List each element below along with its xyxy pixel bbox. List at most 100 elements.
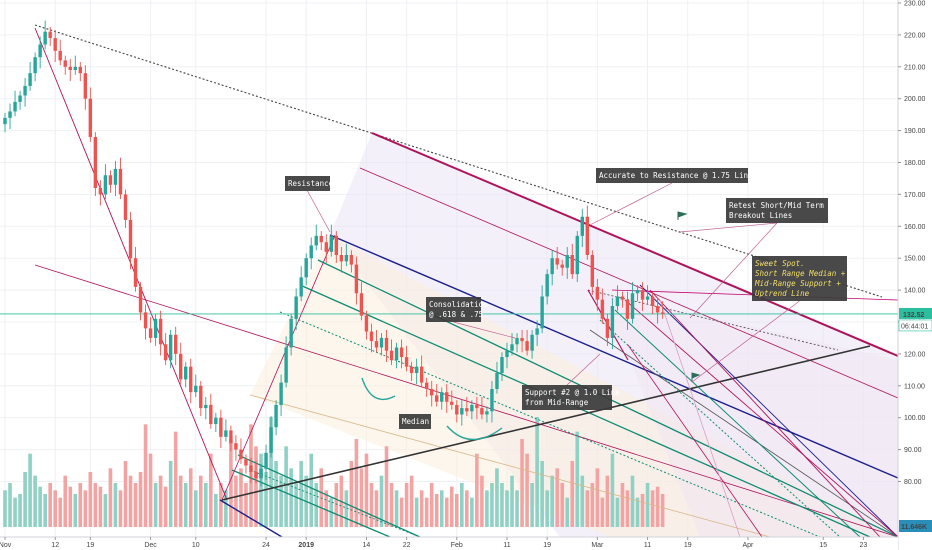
volume-bar [354, 439, 359, 527]
annotation-text: from Mid-Range [525, 398, 589, 407]
candle-body [645, 296, 650, 300]
volume-bar [53, 490, 57, 527]
candle-body [314, 235, 318, 246]
volume-bar [224, 490, 228, 527]
volume-bar [530, 483, 534, 527]
volume-bar [535, 417, 539, 527]
volume-bar [409, 475, 414, 527]
volume-bar [490, 483, 494, 527]
candle-body [204, 404, 208, 409]
volume-bar [239, 468, 243, 527]
candle-body [194, 385, 198, 393]
annotation-text: Median [402, 417, 429, 426]
volume-bar [379, 475, 384, 527]
short-fork-line [659, 299, 741, 538]
candle-body [209, 404, 213, 425]
volume-bar [173, 431, 178, 527]
volume-bar [349, 461, 354, 527]
candle-body [28, 73, 32, 86]
candle-body [495, 373, 499, 389]
candle-body [189, 366, 193, 393]
candle-body [38, 44, 42, 58]
time-tick-label: 19 [543, 542, 551, 549]
volume-bar [369, 483, 374, 527]
annotation-pointer [691, 300, 800, 383]
candle-body [123, 194, 128, 220]
candle-body [580, 216, 584, 236]
time-axis[interactable]: Nov 12 19 Dec 10 24 2019 14 22 Feb 11 19 Mar 11 19 Apr 1… [0, 536, 898, 550]
annotation-text: Resistance [288, 179, 334, 188]
volume-bar [394, 490, 399, 527]
candle-body [53, 38, 57, 51]
volume-bar [364, 453, 369, 527]
volume-bar [98, 486, 103, 527]
volume-bar [399, 497, 404, 527]
candle-body [259, 468, 263, 479]
price-tick-label: 210.00 [904, 64, 926, 71]
annotation-box [285, 176, 330, 191]
annotation-text: Mid-Range Support + [754, 279, 841, 288]
volume-bar [404, 483, 409, 527]
short-fork-zone [590, 290, 898, 537]
candle-body [23, 85, 27, 96]
candle-body [179, 353, 183, 380]
candle-body [309, 245, 313, 259]
price-readout: 132.52 [903, 312, 925, 319]
volume-bar [73, 494, 78, 527]
volume-bar [434, 494, 439, 527]
candle-body [143, 312, 148, 329]
short-fork-line [639, 284, 899, 538]
candle-body [339, 255, 344, 262]
timer-readout: 06:44:01 [901, 323, 928, 330]
candle-body [199, 385, 203, 409]
candle-body [264, 452, 268, 469]
candle-body [224, 430, 228, 437]
time-tick-label: 11 [644, 542, 651, 549]
annotations: Resistance Accurate to Resistance @ 1.75 … [285, 168, 847, 429]
volume-bar [123, 461, 128, 527]
volume-bar [455, 494, 459, 527]
volume-bar [93, 483, 98, 527]
volume-bar [83, 490, 88, 527]
volume-bar [264, 472, 268, 527]
candle-body [630, 293, 635, 319]
time-tick-label: 15 [819, 542, 827, 549]
volume-bar [118, 490, 123, 527]
time-tick-label: 14 [363, 542, 371, 549]
volume-bar [284, 446, 288, 527]
volume-bar [615, 497, 620, 527]
annotation-text: Support #2 @ 1.0 Line [525, 388, 620, 397]
volume-bar [620, 483, 625, 527]
candle-body [555, 258, 559, 265]
annotation: Accurate to Resistance @ 1.75 Line [596, 168, 753, 183]
candle-body [319, 235, 323, 243]
candle-body [18, 95, 22, 102]
candle-body [299, 277, 303, 297]
volume-bar [640, 494, 645, 527]
price-readout-bg [899, 307, 932, 319]
candle-body [545, 274, 549, 297]
volume-bar [525, 453, 529, 527]
price-axis[interactable]: 80.0090.00100.00110.00120.00130.00140.00… [897, 0, 932, 550]
volume-bar [595, 468, 600, 527]
time-tick-label: Apr [743, 542, 755, 549]
volume-bar [555, 468, 559, 527]
candle-body [219, 417, 223, 437]
candle-body [525, 341, 529, 351]
candle-body [289, 318, 293, 348]
volume-bar [389, 483, 394, 527]
volume-bar [274, 461, 278, 527]
volume-bar [314, 483, 319, 527]
candle-body [163, 344, 168, 361]
volume-bar [3, 490, 7, 527]
time-tick-label: 19 [86, 542, 94, 549]
short-fork-dotted [249, 469, 421, 538]
volume-bar [449, 486, 454, 527]
candle-body [43, 31, 47, 45]
volume-bar [444, 497, 449, 527]
volume-bar [550, 475, 554, 527]
annotation-pointer [589, 182, 673, 226]
annotation-text: @ .618 & .75 [429, 310, 483, 319]
time-tick-label: 19 [684, 542, 692, 549]
